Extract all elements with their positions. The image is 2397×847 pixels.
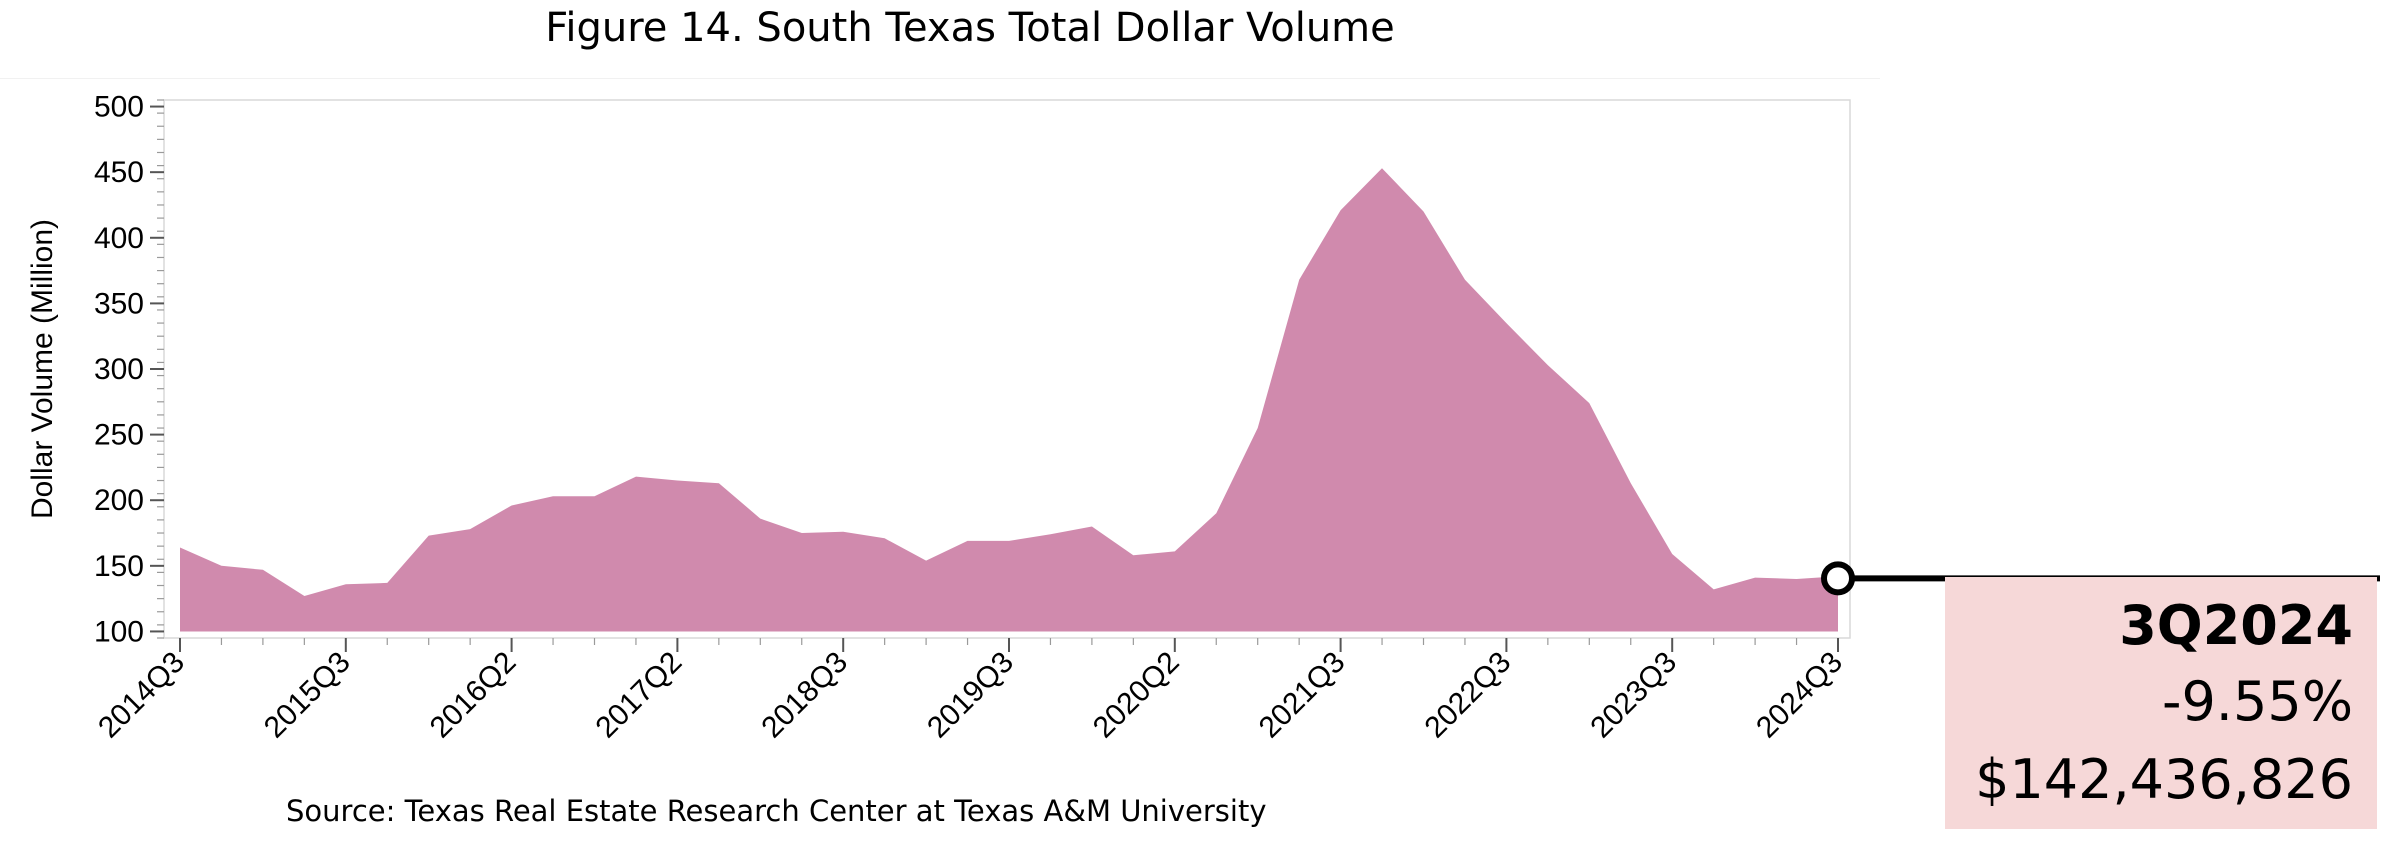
data-point [1297,278,1301,282]
data-point [1670,552,1674,556]
callout-quarter: 3Q2024 [2119,594,2353,657]
data-point [593,494,597,498]
y-tick-label: 100 [94,615,144,648]
data-point [675,479,679,483]
data-point [385,581,389,585]
data-point [551,494,555,498]
title-divider [0,78,1880,79]
area-series-dollar-volume [180,168,1838,632]
data-point [1007,539,1011,543]
data-point [510,503,514,507]
y-tick-label: 450 [94,156,144,189]
data-point [1131,553,1135,557]
y-axis-label: Dollar Volume (Million) [26,219,59,519]
data-point [800,531,804,535]
data-point [1504,321,1508,325]
data-point [883,536,887,540]
data-point [1048,532,1052,536]
x-tick-label: 2019Q3 [921,646,1020,745]
data-point [1173,549,1177,553]
data-point [1753,576,1757,580]
x-tick-label: 2018Q3 [755,646,854,745]
data-point [1256,426,1260,430]
y-tick-label: 500 [94,91,144,124]
data-point [1090,524,1094,528]
x-tick-label: 2023Q3 [1584,646,1683,745]
x-tick-label: 2017Q2 [590,646,689,745]
x-tick-label: 2024Q3 [1750,646,1849,745]
data-point [1422,210,1426,214]
source-note: Source: Texas Real Estate Research Cente… [286,794,1267,828]
latest-value-callout: 3Q2024 -9.55% $142,436,826 [1945,577,2377,829]
data-point [1795,577,1799,581]
data-point [1712,587,1716,591]
data-point [1339,208,1343,212]
y-tick-label: 150 [94,550,144,583]
data-point [1587,401,1591,405]
x-tick-label: 2021Q3 [1253,646,1352,745]
data-point [758,517,762,521]
y-tick-label: 300 [94,353,144,386]
data-point [634,475,638,479]
data-point [427,534,431,538]
y-tick-label: 400 [94,222,144,255]
data-point [468,527,472,531]
data-point [178,545,182,549]
data-point [1463,278,1467,282]
x-tick-label: 2016Q2 [424,646,523,745]
data-point [1546,363,1550,367]
y-tick-label: 200 [94,484,144,517]
y-tick-label: 350 [94,287,144,320]
data-point [344,582,348,586]
data-point [717,481,721,485]
latest-point-marker [1821,561,1855,596]
y-tick-label: 250 [94,419,144,452]
x-tick-label: 2015Q3 [258,646,357,745]
data-point [1629,481,1633,485]
chart-title: Figure 14. South Texas Total Dollar Volu… [545,5,1395,51]
data-point [924,559,928,563]
x-tick-label: 2014Q3 [92,646,191,745]
data-point [261,568,265,572]
x-tick-label: 2022Q3 [1419,646,1518,745]
data-point [1214,511,1218,515]
data-point [841,530,845,534]
data-point [966,539,970,543]
callout-value: $142,436,826 [1975,748,2353,811]
callout-change: -9.55% [2161,670,2353,733]
data-point [1380,166,1384,170]
data-point [219,564,223,568]
x-tick-label: 2020Q2 [1087,646,1186,745]
data-point [302,594,306,598]
